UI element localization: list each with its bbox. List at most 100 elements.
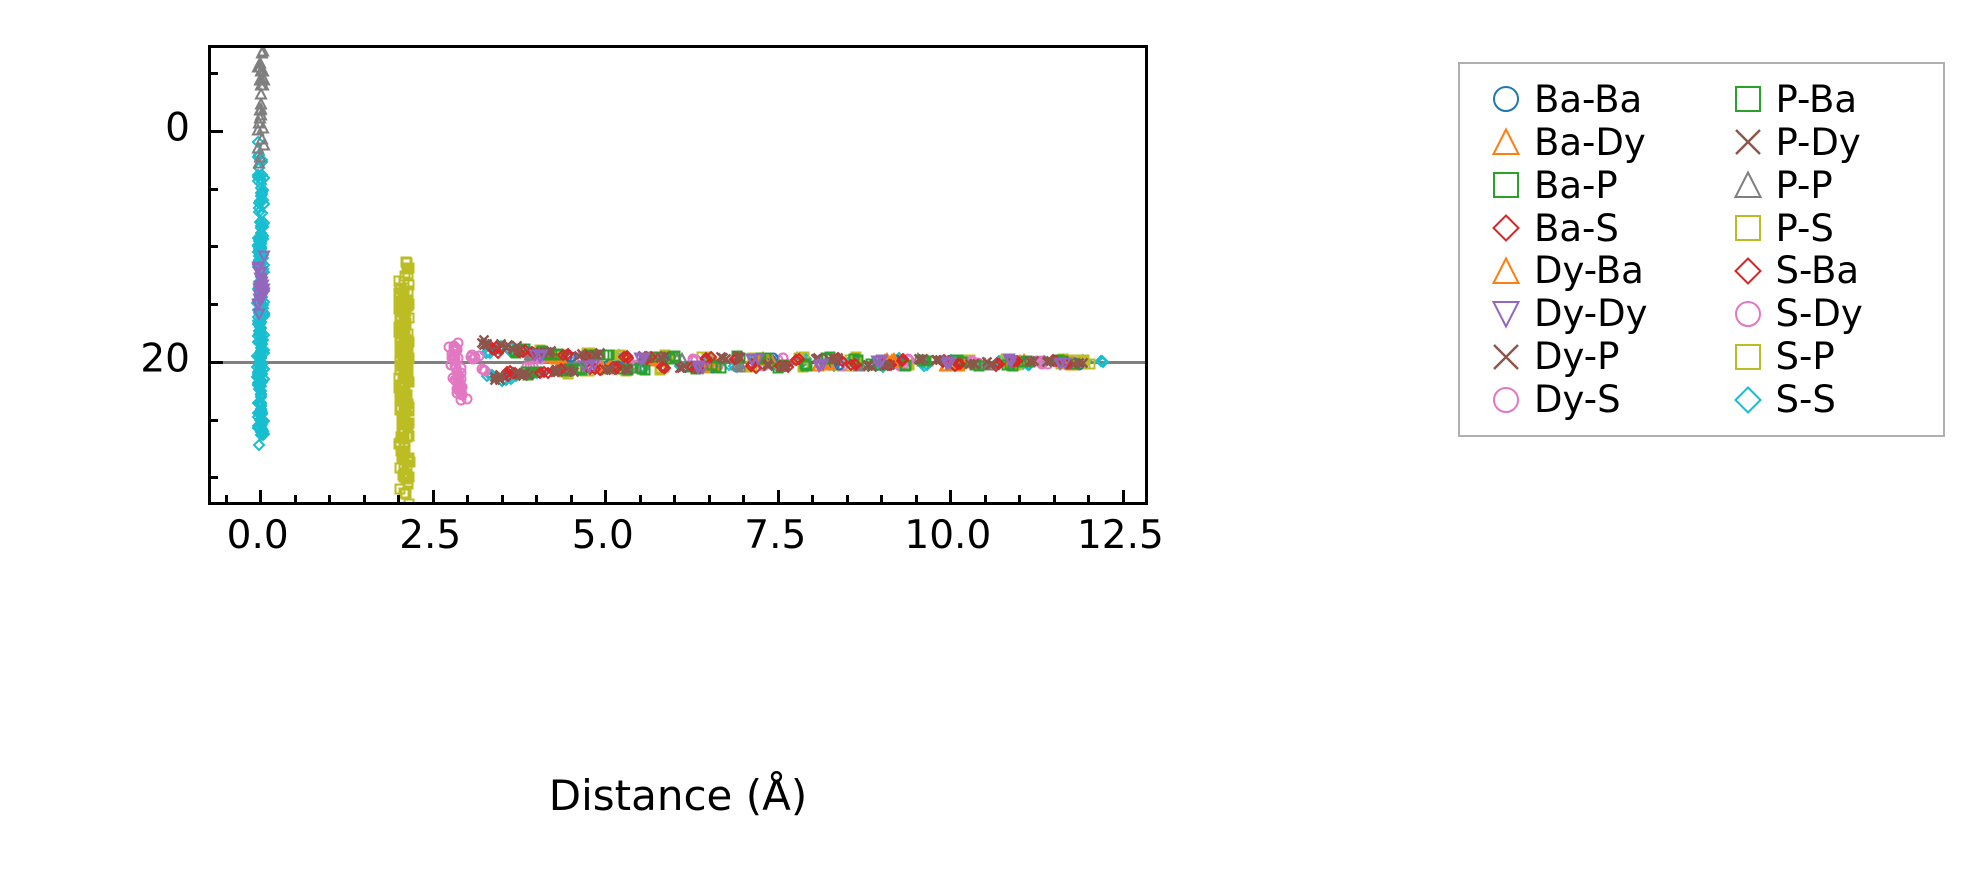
legend-item-p-s[interactable]: P-S — [1702, 207, 1944, 250]
legend-item-p-dy[interactable]: P-Dy — [1702, 121, 1944, 164]
scatter-point — [402, 398, 414, 409]
scatter-point — [517, 368, 528, 380]
legend-marker-x-icon — [1486, 340, 1526, 374]
legend-item-p-ba[interactable]: P-Ba — [1702, 78, 1944, 121]
scatter-point — [622, 364, 633, 375]
scatter-point — [476, 337, 488, 349]
zero-reference-line — [211, 360, 1145, 364]
scatter-point — [256, 193, 270, 207]
scatter-point — [461, 393, 473, 405]
scatter-point — [250, 296, 264, 310]
scatter-point — [393, 372, 405, 384]
scatter-point — [450, 362, 462, 374]
legend-item-s-dy[interactable]: S-Dy — [1702, 292, 1944, 335]
scatter-point — [634, 362, 646, 374]
y-tick-label: 0 — [165, 105, 190, 151]
legend-marker-triangle-up-icon — [1486, 125, 1526, 159]
scatter-point — [606, 364, 617, 376]
scatter-point — [493, 372, 505, 384]
scatter-point — [403, 298, 415, 310]
scatter-point — [253, 149, 267, 162]
scatter-point — [254, 425, 268, 439]
legend-item-ba-ba[interactable]: Ba-Ba — [1460, 78, 1702, 121]
scatter-point — [448, 345, 460, 357]
scatter-point — [399, 413, 411, 425]
legend-item-ba-p[interactable]: Ba-P — [1460, 164, 1702, 207]
scatter-point — [528, 349, 542, 363]
legend-item-s-p[interactable]: S-P — [1702, 335, 1944, 378]
legend-item-s-ba[interactable]: S-Ba — [1702, 250, 1944, 293]
scatter-point — [254, 364, 268, 378]
scatter-point — [398, 362, 410, 374]
x-minor-tick — [224, 495, 228, 502]
scatter-point — [578, 348, 592, 362]
scatter-point — [691, 362, 705, 375]
scatter-point — [254, 240, 268, 254]
scatter-point — [399, 369, 411, 381]
x-minor-tick — [1018, 495, 1022, 502]
scatter-point — [398, 419, 410, 431]
x-minor-tick — [914, 495, 918, 502]
scatter-point — [398, 470, 410, 482]
legend-marker-diamond-icon — [1728, 254, 1768, 288]
scatter-point — [617, 363, 629, 375]
scatter-point — [253, 102, 267, 116]
x-tick-label: 7.5 — [744, 513, 807, 558]
x-minor-tick — [328, 495, 332, 502]
scatter-point — [403, 336, 414, 348]
scatter-point — [254, 177, 268, 191]
legend-item-dy-p[interactable]: Dy-P — [1460, 335, 1702, 378]
scatter-point — [397, 296, 409, 308]
legend-item-p-p[interactable]: P-P — [1702, 164, 1944, 207]
scatter-point — [397, 295, 409, 307]
scatter-point — [251, 376, 265, 390]
scatter-point — [396, 414, 408, 426]
legend-item-ba-s[interactable]: Ba-S — [1460, 207, 1702, 250]
scatter-point — [253, 152, 267, 166]
scatter-point — [454, 385, 465, 396]
scatter-point — [253, 417, 267, 430]
scatter-point — [449, 342, 461, 354]
legend-item-dy-ba[interactable]: Dy-Ba — [1460, 250, 1702, 293]
scatter-point — [394, 387, 406, 399]
scatter-point — [535, 347, 547, 358]
scatter-point — [394, 437, 406, 449]
scatter-point — [397, 448, 409, 460]
scatter-point — [398, 471, 410, 483]
scatter-point — [403, 279, 415, 291]
scatter-point — [254, 303, 268, 317]
legend-item-dy-s[interactable]: Dy-S — [1460, 378, 1702, 421]
scatter-point — [254, 338, 268, 352]
scatter-point — [495, 374, 506, 386]
scatter-point — [255, 206, 268, 220]
scatter-point — [257, 307, 270, 320]
scatter-point — [452, 337, 464, 349]
scatter-point — [251, 150, 265, 163]
scatter-point — [253, 172, 267, 186]
legend-item-ba-dy[interactable]: Ba-Dy — [1460, 121, 1702, 164]
scatter-point — [494, 342, 508, 356]
scatter-point — [620, 365, 631, 377]
scatter-point — [403, 405, 415, 417]
scatter-point — [579, 365, 591, 376]
scatter-point — [495, 339, 507, 350]
scatter-point — [254, 270, 268, 284]
legend-item-s-s[interactable]: S-S — [1702, 378, 1944, 421]
scatter-point — [256, 424, 269, 438]
scatter-point — [399, 417, 411, 429]
scatter-point — [257, 427, 271, 441]
scatter-point — [256, 183, 270, 197]
scatter-point — [253, 346, 267, 359]
scatter-point — [511, 340, 523, 351]
scatter-point — [252, 253, 266, 267]
scatter-point — [443, 341, 455, 352]
scatter-point — [255, 407, 269, 421]
scatter-point — [256, 121, 271, 134]
legend-item-dy-dy[interactable]: Dy-Dy — [1460, 292, 1702, 335]
scatter-point — [509, 346, 521, 357]
scatter-point — [525, 345, 539, 359]
scatter-point — [254, 390, 268, 404]
scatter-point — [402, 328, 414, 340]
legend-marker-square-icon — [1728, 340, 1768, 374]
scatter-point — [251, 293, 265, 307]
